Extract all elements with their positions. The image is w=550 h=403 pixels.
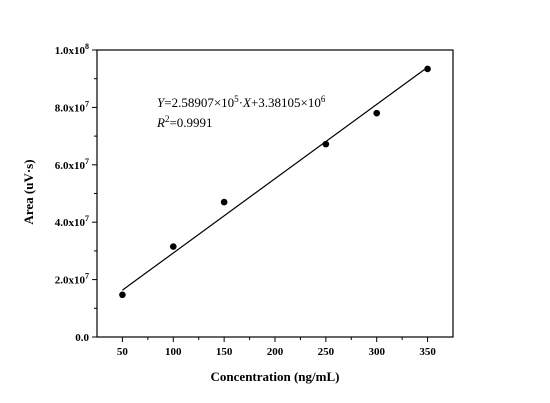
y-tick-label: 6.0x107 — [55, 157, 89, 172]
y-tick-label: 1.0x108 — [55, 42, 89, 57]
fit-line — [122, 66, 428, 291]
x-tick-label: 300 — [368, 346, 385, 358]
x-tick-label: 200 — [267, 346, 284, 358]
y-tick-label: 2.0x107 — [55, 272, 89, 287]
r-squared: R2=0.9991 — [156, 114, 213, 130]
y-tick-label: 4.0x107 — [55, 214, 89, 229]
plot-frame — [96, 49, 454, 338]
data-points — [119, 65, 431, 299]
y-tick-label: 0.0 — [75, 332, 89, 344]
y-tick-label: 8.0x107 — [55, 99, 89, 114]
x-tick-label: 150 — [216, 346, 233, 358]
data-point — [373, 109, 381, 117]
data-point — [424, 65, 431, 73]
x-axis-ticks: 50 100 150 200 250 300 350 — [117, 337, 436, 358]
regression-equation: Y=2.58907×105·X+3.38105×106 — [157, 94, 326, 110]
data-point — [169, 243, 177, 250]
x-tick-label: 50 — [117, 346, 129, 358]
data-point — [322, 140, 330, 148]
x-tick-label: 250 — [318, 346, 335, 358]
x-tick-label: 100 — [165, 346, 182, 358]
data-point — [119, 291, 126, 299]
y-axis-ticks: 0.0 2.0x107 4.0x107 6.0x107 8.0x107 1.0x108 — [55, 42, 97, 344]
data-point — [220, 198, 228, 206]
x-axis-title: Concentration (ng/mL) — [211, 369, 340, 384]
x-tick-label: 350 — [419, 346, 436, 358]
y-axis-title: Area (uV·s) — [21, 159, 36, 224]
plot-area: 50 100 150 200 250 300 350 0.0 2.0x107 4.0x107 6.… — [55, 42, 454, 358]
